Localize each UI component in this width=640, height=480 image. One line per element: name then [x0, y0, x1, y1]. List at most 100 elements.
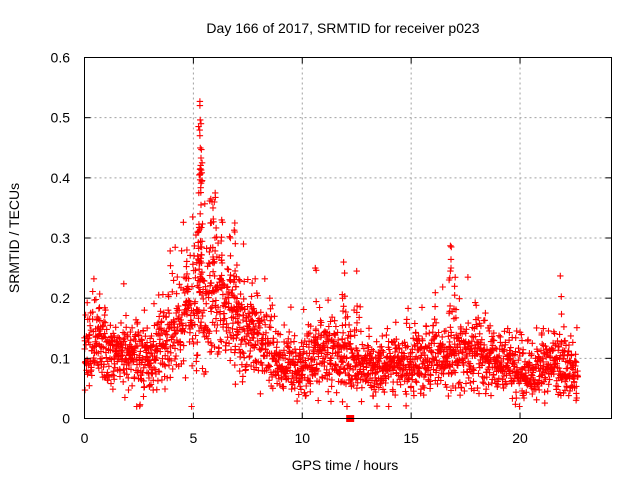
data-point: [524, 336, 532, 343]
data-point: [522, 372, 530, 379]
data-point: [363, 364, 370, 371]
data-point: [89, 316, 96, 323]
data-point: [467, 379, 474, 386]
data-point: [100, 361, 108, 368]
data-point: [318, 350, 325, 357]
data-point: [495, 375, 502, 382]
data-point: [332, 361, 340, 369]
data-point: [460, 361, 467, 369]
data-point: [195, 189, 202, 197]
data-point: [339, 295, 346, 302]
data-point: [300, 343, 307, 350]
data-point: [496, 352, 503, 360]
data-point: [477, 322, 485, 330]
data-point: [235, 303, 242, 310]
data-point: [558, 310, 565, 318]
data-point: [198, 146, 205, 153]
data-point: [135, 330, 142, 338]
data-point: [194, 339, 201, 346]
data-point: [339, 329, 347, 336]
data-point: [351, 332, 358, 339]
data-point: [255, 330, 262, 337]
data-point: [230, 279, 238, 286]
data-point: [558, 338, 565, 346]
data-point: [260, 316, 268, 324]
data-point: [95, 365, 102, 372]
data-point: [429, 329, 436, 336]
data-point: [183, 311, 191, 318]
x-tick-label: 5: [189, 430, 197, 446]
data-point: [523, 389, 530, 396]
data-point: [328, 383, 335, 390]
data-point: [88, 364, 95, 371]
data-point: [196, 126, 203, 134]
data-point: [463, 326, 470, 333]
data-point: [343, 354, 350, 361]
data-point: [223, 327, 230, 335]
data-point: [287, 304, 295, 311]
data-point: [422, 330, 430, 338]
data-point: [232, 315, 239, 322]
data-point: [96, 317, 103, 324]
data-point: [85, 332, 93, 339]
data-point: [227, 234, 234, 242]
data-point: [134, 367, 142, 374]
data-point: [266, 295, 273, 302]
data-point: [161, 361, 168, 368]
data-point: [379, 386, 387, 393]
data-point: [518, 337, 526, 344]
data-point: [451, 292, 458, 299]
data-point: [201, 200, 208, 207]
data-point: [445, 333, 452, 340]
data-point: [184, 305, 191, 312]
data-point: [313, 361, 320, 368]
data-point: [452, 369, 459, 376]
data-point: [529, 340, 536, 347]
data-point: [90, 275, 98, 282]
data-point: [446, 302, 454, 310]
data-point: [404, 305, 412, 312]
data-point: [209, 298, 217, 305]
data-point: [488, 333, 496, 340]
data-point: [84, 371, 91, 378]
data-point: [239, 316, 247, 324]
data-point: [546, 376, 553, 383]
data-point: [188, 283, 196, 290]
data-point: [237, 290, 244, 298]
data-point: [218, 285, 226, 292]
data-point: [410, 335, 417, 342]
data-point: [339, 398, 346, 405]
data-point: [86, 331, 93, 338]
data-point: [518, 331, 525, 338]
data-point: [565, 347, 572, 355]
data-point: [182, 374, 189, 381]
data-point: [127, 328, 134, 336]
data-point: [227, 252, 234, 259]
data-point: [123, 365, 130, 372]
data-point: [141, 307, 148, 314]
data-point: [465, 374, 472, 382]
data-point: [180, 342, 187, 349]
data-point: [213, 283, 220, 290]
data-point: [223, 284, 230, 291]
data-point: [406, 324, 413, 331]
data-point: [459, 349, 467, 356]
data-point: [86, 322, 94, 329]
data-point: [234, 318, 241, 326]
data-point: [164, 348, 171, 355]
data-point: [401, 339, 408, 346]
data-point: [191, 298, 199, 305]
data-point: [267, 324, 274, 331]
data-point: [539, 340, 546, 348]
data-point: [330, 338, 337, 345]
data-point: [304, 374, 312, 382]
data-point: [565, 341, 573, 349]
data-point: [128, 324, 136, 331]
data-point: [194, 308, 202, 315]
data-point: [538, 372, 545, 379]
data-point: [86, 382, 93, 389]
data-point: [89, 308, 96, 316]
data-point: [189, 213, 196, 221]
data-point: [462, 330, 469, 337]
data-point: [100, 344, 107, 351]
